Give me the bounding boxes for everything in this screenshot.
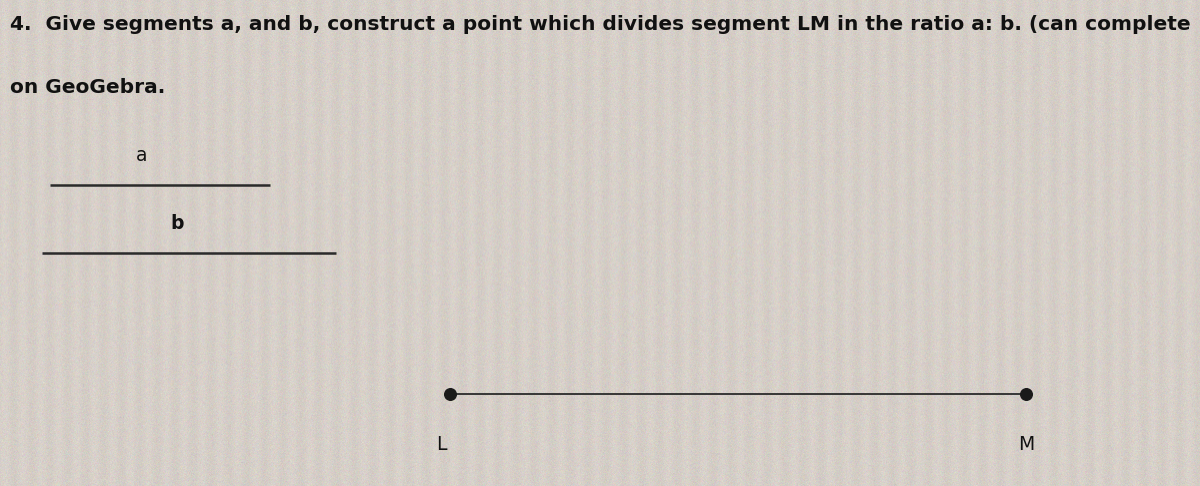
Text: L: L xyxy=(437,435,446,454)
Text: on GeoGebra.: on GeoGebra. xyxy=(10,78,164,97)
Text: 4.  Give segments a, and b, construct a point which divides segment LM in the ra: 4. Give segments a, and b, construct a p… xyxy=(10,15,1190,34)
Point xyxy=(440,390,460,398)
Text: b: b xyxy=(170,214,185,233)
Point xyxy=(1016,390,1036,398)
Text: a: a xyxy=(136,146,148,165)
Text: M: M xyxy=(1018,435,1034,454)
